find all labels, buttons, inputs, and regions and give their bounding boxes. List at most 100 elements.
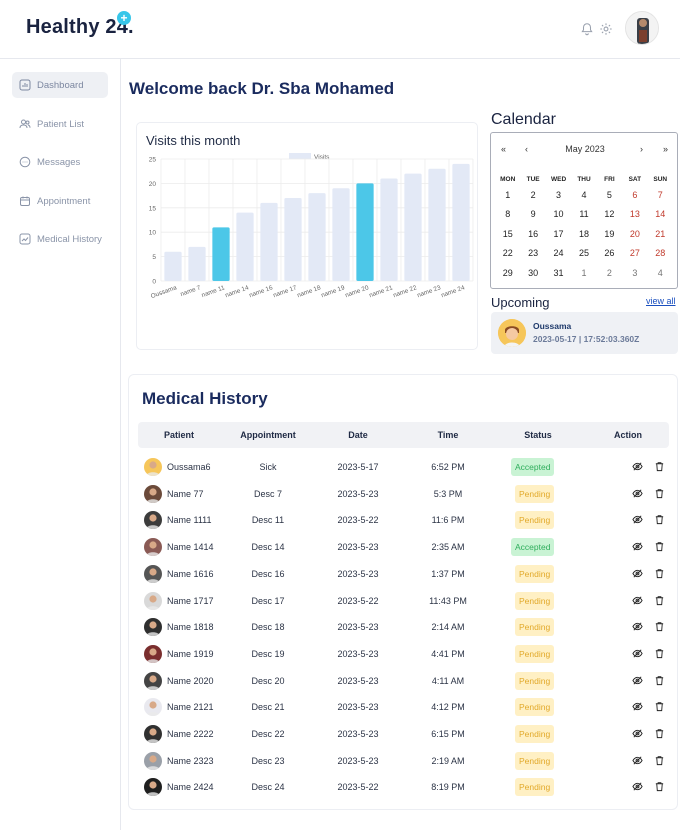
calendar-day[interactable]: 3 [556, 190, 562, 200]
calendar-day[interactable]: 13 [629, 209, 640, 220]
calendar-day[interactable]: 7 [657, 190, 663, 200]
time-cell: 6:15 PM [431, 729, 465, 739]
calendar-day[interactable]: 9 [530, 209, 536, 220]
eye-slash-icon[interactable] [632, 461, 643, 472]
sidebar-item-medical-history[interactable]: Medical History [12, 226, 108, 252]
calendar-day[interactable]: 21 [655, 228, 666, 239]
eye-slash-icon[interactable] [632, 755, 643, 766]
trash-icon[interactable] [654, 755, 665, 766]
calendar-day[interactable]: 2 [606, 267, 612, 278]
eye-slash-icon[interactable] [632, 781, 643, 792]
sidebar-item-appointment[interactable]: Appointment [12, 188, 108, 214]
calendar-day[interactable]: 22 [502, 248, 513, 259]
calendar-day[interactable]: 20 [629, 228, 640, 239]
prev-year-button[interactable]: « [501, 144, 507, 154]
x-tick-label: name 7 [180, 284, 203, 298]
calendar-widget: « ‹ May 2023 › » MON TUE WED THU FRI SAT SUN 1 2… [490, 132, 678, 289]
trash-icon[interactable] [654, 781, 665, 792]
calendar-day[interactable]: 4 [657, 267, 663, 278]
avatar [144, 538, 162, 557]
eye-slash-icon[interactable] [632, 568, 643, 579]
calendar-day[interactable]: 24 [553, 248, 564, 259]
bell-icon[interactable] [580, 22, 594, 36]
calendar-day[interactable]: 5 [606, 190, 612, 200]
calendar-day[interactable]: 30 [528, 267, 539, 278]
x-tick-label: name 16 [248, 284, 274, 299]
prev-month-button[interactable]: ‹ [525, 144, 528, 154]
table-row: Name 2121 Desc 21 2023-5-23 4:12 PM Pending [138, 694, 669, 720]
sidebar-item-patient-list[interactable]: Patient List [12, 111, 108, 137]
appointment-cell: Desc 24 [251, 782, 285, 793]
header-action: Action [614, 430, 642, 440]
calendar-day[interactable]: 16 [528, 228, 539, 239]
calendar-day[interactable]: 14 [655, 209, 666, 220]
calendar-day[interactable]: 29 [502, 267, 513, 278]
trash-icon[interactable] [654, 595, 665, 606]
calendar-month-label[interactable]: May 2023 [565, 144, 605, 154]
date-cell: 2023-5-22 [337, 782, 379, 793]
calendar-day[interactable]: 27 [629, 248, 640, 259]
patient-cell: Name 2020 [144, 668, 234, 694]
gear-icon[interactable] [599, 22, 613, 36]
trash-icon[interactable] [654, 621, 665, 632]
calendar-day[interactable]: 25 [578, 248, 589, 259]
eye-slash-icon[interactable] [632, 595, 643, 606]
eye-slash-icon[interactable] [632, 701, 643, 712]
trash-icon[interactable] [654, 488, 665, 499]
sidebar-item-messages[interactable]: Messages [12, 149, 108, 175]
calendar-day[interactable]: 2 [530, 190, 536, 200]
patient-cell: Name 77 [144, 481, 234, 507]
appointment-cell: Desc 16 [251, 568, 285, 579]
trash-icon[interactable] [654, 728, 665, 739]
sidebar-item-label: Appointment [37, 195, 91, 207]
time-cell: 4:41 PM [431, 648, 465, 659]
eye-slash-icon[interactable] [632, 621, 643, 632]
user-avatar[interactable] [625, 11, 659, 45]
table-row: Name 1818 Desc 18 2023-5-23 2:14 AM Pending [138, 614, 669, 640]
chart-title: Visits this month [146, 133, 241, 148]
patient-name: Name 2323 [167, 755, 214, 766]
eye-slash-icon[interactable] [632, 488, 643, 499]
eye-slash-icon[interactable] [632, 648, 643, 659]
calendar-day[interactable]: 11 [579, 209, 589, 220]
calendar-day[interactable]: 15 [502, 228, 513, 239]
next-month-button[interactable]: › [640, 144, 643, 154]
calendar-day[interactable]: 17 [553, 228, 564, 239]
calendar-day[interactable]: 19 [604, 228, 615, 239]
patient-cell: Name 2222 [144, 721, 234, 747]
weekday-label: SAT [628, 176, 642, 183]
calendar-day[interactable]: 6 [632, 190, 638, 200]
calendar-day[interactable]: 31 [553, 267, 564, 278]
trash-icon[interactable] [654, 701, 665, 712]
eye-slash-icon[interactable] [632, 675, 643, 686]
eye-slash-icon[interactable] [632, 541, 643, 552]
view-all-link[interactable]: view all [646, 296, 676, 306]
calendar-day[interactable]: 23 [528, 248, 539, 259]
x-tick-label: name 18 [296, 284, 322, 299]
app-logo[interactable]: Healthy 24. [26, 16, 134, 38]
calendar-day[interactable]: 8 [505, 209, 511, 220]
calendar-day[interactable]: 26 [604, 248, 615, 259]
appointment-cell: Desc 17 [251, 595, 285, 606]
calendar-day[interactable]: 4 [581, 190, 587, 200]
calendar-day[interactable]: 1 [581, 267, 587, 278]
calendar-day[interactable]: 12 [604, 209, 615, 220]
trash-icon[interactable] [654, 675, 665, 686]
trash-icon[interactable] [654, 568, 665, 579]
trash-icon[interactable] [654, 514, 665, 525]
next-year-button[interactable]: » [663, 144, 669, 154]
calendar-day[interactable]: 3 [632, 267, 638, 278]
sidebar-item-dashboard[interactable]: Dashboard [12, 72, 108, 98]
trash-icon[interactable] [654, 541, 665, 552]
calendar-day[interactable]: 10 [553, 209, 564, 220]
trash-icon[interactable] [654, 461, 665, 472]
legend-label: Visits [314, 154, 330, 161]
trash-icon[interactable] [654, 648, 665, 659]
calendar-day[interactable]: 28 [655, 248, 666, 259]
calendar-day[interactable]: 1 [505, 190, 511, 200]
upcoming-appointment-card[interactable]: Oussama 2023-05-17 | 17:52:03.360Z [491, 312, 678, 354]
date-cell: 2023-5-23 [337, 542, 379, 553]
eye-slash-icon[interactable] [632, 728, 643, 739]
calendar-day[interactable]: 18 [578, 228, 589, 239]
eye-slash-icon[interactable] [632, 514, 643, 525]
